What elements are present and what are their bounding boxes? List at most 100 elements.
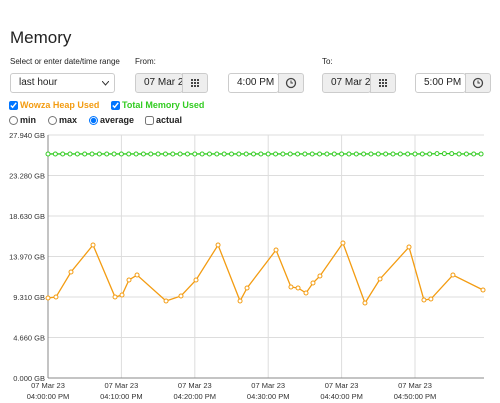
data-point xyxy=(45,295,51,301)
data-point xyxy=(193,277,199,283)
x-tick-label: 04:00:00 PM xyxy=(27,392,70,401)
data-point xyxy=(480,287,486,293)
data-point xyxy=(317,151,323,157)
data-point xyxy=(377,276,383,282)
to-time[interactable]: 5:00 PM xyxy=(415,73,466,93)
data-point xyxy=(383,151,389,157)
data-point xyxy=(287,151,293,157)
data-point xyxy=(184,151,190,157)
radio-option[interactable]: min xyxy=(9,115,36,125)
data-point xyxy=(104,151,110,157)
data-point xyxy=(215,242,221,248)
actual-option[interactable]: actual xyxy=(145,115,182,125)
data-point xyxy=(324,151,330,157)
radio-option[interactable]: average xyxy=(89,115,134,125)
data-point xyxy=(192,151,198,157)
data-point xyxy=(362,300,368,306)
y-tick-label: 18.630 GB xyxy=(9,212,45,221)
data-point xyxy=(471,151,477,157)
data-point xyxy=(178,293,184,299)
data-point xyxy=(52,151,58,157)
data-point xyxy=(353,151,359,157)
data-point xyxy=(295,285,301,291)
data-point xyxy=(463,151,469,157)
data-point xyxy=(214,151,220,157)
data-point xyxy=(89,151,95,157)
clock-icon xyxy=(285,77,297,89)
series-toggle[interactable]: Wowza Heap Used xyxy=(9,100,99,110)
clock-button[interactable] xyxy=(278,73,304,93)
data-point xyxy=(273,151,279,157)
data-point xyxy=(340,240,346,246)
x-tick-label: 04:10:00 PM xyxy=(100,392,143,401)
data-point xyxy=(60,151,66,157)
x-tick-label: 07 Mar 23 xyxy=(398,381,432,390)
data-point xyxy=(421,297,427,303)
radio[interactable] xyxy=(48,115,57,125)
calendar-button[interactable] xyxy=(182,73,208,93)
data-point xyxy=(412,151,418,157)
data-point xyxy=(126,151,132,157)
x-tick-label: 07 Mar 23 xyxy=(251,381,285,390)
data-point xyxy=(428,296,434,302)
data-point xyxy=(118,151,124,157)
data-point xyxy=(449,151,455,157)
data-point xyxy=(441,151,447,157)
data-point xyxy=(126,277,132,283)
grid-icon xyxy=(379,79,387,87)
data-point xyxy=(221,151,227,157)
radio-option[interactable]: max xyxy=(48,115,77,125)
data-point xyxy=(406,244,412,250)
option-label: min xyxy=(20,115,37,125)
data-point xyxy=(67,151,73,157)
legend-label: Total Memory Used xyxy=(122,100,205,110)
data-point xyxy=(112,294,118,300)
data-point xyxy=(280,151,286,157)
data-point xyxy=(237,298,243,304)
data-point xyxy=(302,151,308,157)
radio[interactable] xyxy=(9,115,18,125)
data-point xyxy=(456,151,462,157)
y-tick-label: 13.970 GB xyxy=(9,253,45,262)
data-point xyxy=(229,151,235,157)
data-point xyxy=(309,151,315,157)
clock-button[interactable] xyxy=(465,73,491,93)
caret xyxy=(102,81,109,86)
calendar-button[interactable] xyxy=(370,73,396,93)
x-tick-label: 04:50:00 PM xyxy=(394,392,437,401)
data-point xyxy=(96,151,102,157)
x-tick-label: 07 Mar 23 xyxy=(325,381,359,390)
x-tick-label: 07 Mar 23 xyxy=(178,381,212,390)
data-point xyxy=(119,292,125,298)
data-point xyxy=(390,151,396,157)
from-date[interactable]: 07 Mar 23 xyxy=(135,73,183,93)
data-point xyxy=(346,151,352,157)
y-tick-label: 27.940 GB xyxy=(9,131,45,140)
x-tick-label: 04:40:00 PM xyxy=(320,392,363,401)
data-point xyxy=(310,280,316,286)
chart: 0.000 GB 4.660 GB 9.310 GB 13.970 GB 18.630 … xyxy=(9,131,486,401)
x-tick-label: 07 Mar 23 xyxy=(105,381,139,390)
data-point xyxy=(90,242,96,248)
data-point xyxy=(199,151,205,157)
from-time[interactable]: 4:00 PM xyxy=(228,73,279,93)
data-point xyxy=(162,151,168,157)
y-tick-label: 4.660 GB xyxy=(13,333,45,342)
radio[interactable] xyxy=(89,115,98,125)
grid-icon xyxy=(191,79,199,87)
checkbox[interactable] xyxy=(111,100,120,110)
data-point xyxy=(206,151,212,157)
option-label: actual xyxy=(156,115,183,125)
y-tick-label: 9.310 GB xyxy=(13,293,45,302)
checkbox[interactable] xyxy=(145,115,154,125)
range-select[interactable]: last hour xyxy=(10,73,115,93)
checkbox[interactable] xyxy=(9,100,18,110)
data-point xyxy=(236,151,242,157)
y-tick-label: 23.280 GB xyxy=(9,172,45,181)
data-point xyxy=(288,284,294,290)
series-toggle[interactable]: Total Memory Used xyxy=(111,100,204,110)
series-line xyxy=(47,241,484,305)
to-date[interactable]: 07 Mar 23 xyxy=(322,73,371,93)
range-label: Select or enter date/time range xyxy=(10,57,120,66)
